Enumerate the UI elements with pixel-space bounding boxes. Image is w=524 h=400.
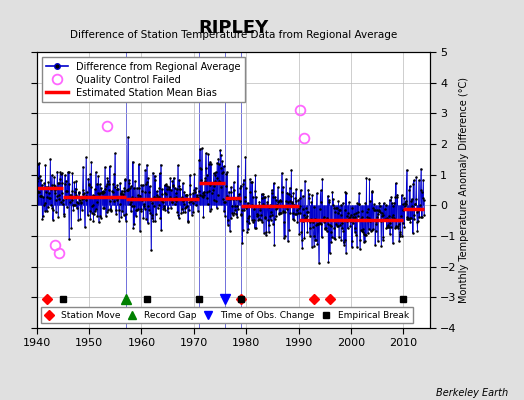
Title: RIPLEY: RIPLEY: [198, 18, 268, 36]
Text: Berkeley Earth: Berkeley Earth: [436, 388, 508, 398]
Text: Difference of Station Temperature Data from Regional Average: Difference of Station Temperature Data f…: [70, 30, 397, 40]
Y-axis label: Monthly Temperature Anomaly Difference (°C): Monthly Temperature Anomaly Difference (…: [460, 77, 470, 303]
Legend: Station Move, Record Gap, Time of Obs. Change, Empirical Break: Station Move, Record Gap, Time of Obs. C…: [41, 307, 412, 324]
